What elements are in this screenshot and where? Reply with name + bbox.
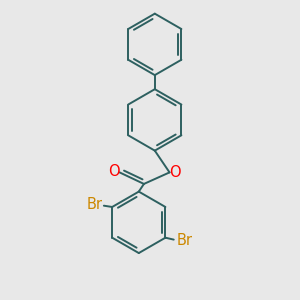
Text: O: O (108, 164, 120, 179)
Text: Br: Br (177, 233, 193, 248)
Text: Br: Br (86, 197, 102, 212)
Text: O: O (169, 165, 181, 180)
